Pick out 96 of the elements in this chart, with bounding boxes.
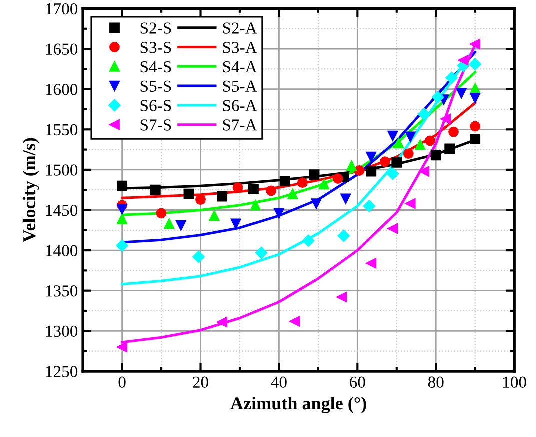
point [332, 174, 344, 184]
legend-label: S3-S [140, 42, 172, 54]
point [448, 126, 459, 138]
point [248, 184, 259, 194]
point [419, 166, 430, 177]
point [440, 114, 452, 124]
point [415, 140, 426, 150]
point [266, 186, 277, 196]
point [184, 188, 194, 200]
point [117, 214, 128, 224]
point [311, 198, 322, 210]
point [196, 194, 206, 205]
x-tick-label: 80 [428, 376, 444, 388]
point [150, 184, 161, 196]
point [458, 55, 469, 66]
point [274, 208, 284, 219]
y-tick-label: 1250 [46, 366, 78, 378]
point [425, 136, 436, 146]
point [280, 176, 290, 186]
point [192, 250, 205, 264]
y-tick-label: 1550 [46, 124, 78, 136]
y-tick-label: 1700 [46, 3, 78, 15]
point [298, 178, 308, 188]
y-tick-label: 1600 [46, 84, 78, 96]
point [366, 152, 377, 162]
point [302, 234, 315, 247]
legend-label: S7-A [223, 120, 258, 131]
point [394, 138, 404, 149]
point [470, 83, 481, 94]
point [230, 218, 242, 230]
point [346, 160, 357, 172]
point [470, 134, 481, 145]
point [366, 258, 377, 269]
point [386, 168, 400, 180]
y-tick-label: 1650 [46, 44, 78, 55]
point [405, 198, 416, 210]
point [430, 150, 442, 161]
point [117, 342, 128, 352]
point [116, 240, 128, 252]
point [164, 218, 175, 230]
y-tick-label: 1400 [46, 245, 78, 256]
point [309, 170, 320, 180]
point [354, 166, 365, 176]
legend-label: S3-A [223, 42, 258, 54]
y-tick-label: 1350 [46, 286, 78, 297]
x-tick-label: 100 [504, 376, 526, 388]
x-tick-label: 40 [271, 376, 287, 388]
y-axis-title: Velocity (m/s) [22, 138, 40, 242]
point [209, 210, 220, 222]
point [217, 191, 228, 202]
point [176, 220, 186, 231]
point [432, 91, 444, 104]
point [470, 121, 481, 132]
point [156, 208, 167, 219]
point [380, 156, 390, 168]
point [444, 144, 456, 154]
legend-label: S4-S [140, 61, 172, 73]
point [388, 224, 398, 234]
point [446, 72, 458, 84]
legend-label: S5-A [223, 80, 258, 92]
y-tick-label: 1450 [46, 204, 78, 216]
x-axis-title: Azimuth angle (°) [230, 396, 366, 414]
point [469, 58, 482, 70]
y-tick-label: 1300 [46, 326, 78, 338]
point [290, 316, 300, 327]
legend-label: S5-S [140, 80, 172, 92]
point [388, 130, 398, 142]
point [117, 180, 128, 192]
legend-label: S2-S [140, 22, 172, 34]
point [319, 179, 330, 190]
point [255, 246, 268, 260]
legend-label: S7-S [140, 120, 172, 131]
point [338, 230, 350, 242]
legend-label: S2-A [223, 22, 258, 34]
legend-label: S6-A [223, 100, 258, 112]
point [217, 317, 228, 328]
point [456, 88, 467, 99]
x-tick-label: 20 [193, 376, 208, 388]
point [336, 292, 348, 303]
x-tick-label: 60 [350, 376, 366, 388]
point [117, 204, 128, 215]
point [392, 157, 402, 168]
point [470, 38, 481, 50]
point [405, 132, 416, 142]
x-tick-label: 0 [118, 376, 126, 388]
point [403, 148, 414, 160]
legend-label: S4-A [223, 61, 258, 73]
point [288, 188, 298, 200]
point [363, 200, 376, 212]
legend-label: S6-S [140, 100, 172, 112]
y-tick-label: 1500 [46, 164, 78, 176]
point [418, 108, 430, 120]
point [250, 200, 261, 211]
point [366, 166, 377, 177]
point [340, 194, 352, 204]
point [470, 93, 481, 104]
